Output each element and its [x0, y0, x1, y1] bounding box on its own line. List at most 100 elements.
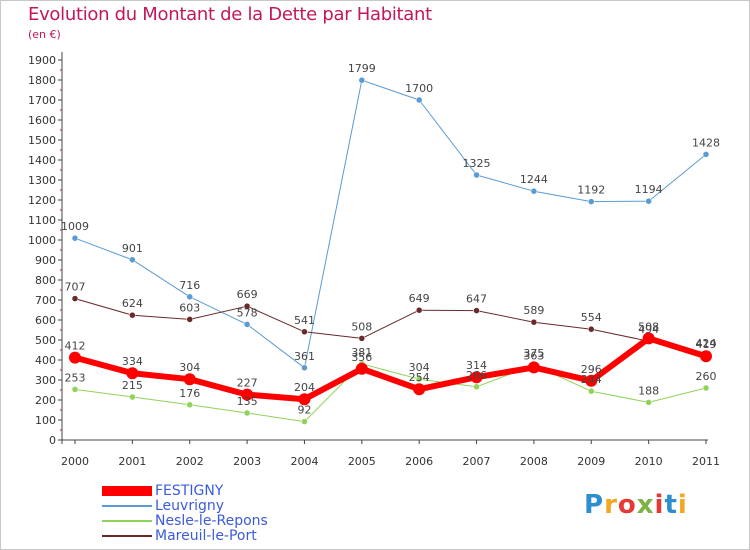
x-tick-label: 2011	[692, 455, 720, 468]
data-point-festigny	[527, 361, 540, 374]
data-point-mareuil-le-port	[186, 316, 193, 323]
data-label-mareuil-le-port: 649	[409, 292, 430, 305]
data-point-festigny	[241, 388, 254, 401]
data-label-leuvrigny: 901	[122, 242, 143, 255]
data-point-mareuil-le-port	[473, 307, 480, 314]
x-tick-label: 2005	[348, 455, 376, 468]
logo-letter: t	[664, 490, 678, 520]
data-point-leuvrigny	[243, 321, 251, 328]
data-label-nesle-le-repons: 253	[65, 371, 86, 384]
data-label-leuvrigny: 361	[294, 350, 315, 363]
data-point-leuvrigny	[530, 187, 538, 195]
x-tick-label: 2000	[61, 455, 89, 468]
y-tick-label: 0	[49, 434, 56, 447]
proxiti-logo: Proxiti	[584, 490, 688, 520]
data-label-festigny: 314	[466, 359, 487, 372]
data-label-mareuil-le-port: 589	[523, 304, 544, 317]
data-point-nesle-le-repons	[243, 409, 251, 417]
data-label-mareuil-le-port: 707	[65, 281, 86, 294]
data-label-mareuil-le-port: 624	[122, 297, 143, 310]
legend-swatch	[102, 505, 152, 507]
data-label-festigny: 508	[638, 320, 659, 333]
data-point-mareuil-le-port	[415, 306, 423, 314]
logo-letter: i	[654, 490, 665, 520]
data-label-mareuil-le-port: 554	[581, 311, 602, 324]
data-point-leuvrigny	[702, 151, 710, 158]
data-label-mareuil-le-port: 508	[351, 320, 372, 333]
data-point-festigny	[126, 367, 139, 380]
y-tick-label: 1900	[28, 54, 56, 67]
data-point-mareuil-le-port	[71, 295, 79, 302]
data-point-leuvrigny	[71, 234, 79, 242]
data-point-festigny	[642, 332, 655, 345]
data-point-leuvrigny	[358, 76, 366, 84]
data-point-leuvrigny	[473, 171, 480, 179]
data-label-festigny: 227	[237, 377, 258, 390]
series-line-nesle-le-repons	[74, 363, 707, 423]
data-point-festigny	[700, 350, 712, 363]
y-tick-label: 1500	[28, 134, 56, 147]
legend-label: Nesle-le-Repons	[155, 513, 268, 529]
logo-letter: r	[604, 490, 618, 520]
y-tick-label: 200	[35, 394, 56, 407]
data-point-festigny	[585, 374, 598, 387]
y-tick-label: 800	[35, 274, 56, 287]
logo-letter: i	[677, 490, 688, 520]
data-label-festigny: 363	[523, 349, 544, 362]
x-tick-label: 2008	[520, 455, 548, 468]
data-label-nesle-le-repons: 304	[409, 361, 430, 374]
data-point-mareuil-le-port	[530, 318, 538, 326]
data-point-leuvrigny	[301, 364, 308, 372]
data-label-festigny: 304	[179, 361, 200, 374]
series-line-mareuil-le-port	[74, 298, 707, 356]
legend-swatch	[102, 535, 152, 537]
data-point-nesle-le-repons	[645, 399, 652, 406]
data-point-leuvrigny	[645, 197, 652, 205]
data-point-festigny	[355, 362, 368, 375]
data-label-mareuil-le-port: 424	[696, 337, 717, 350]
chart-title: Evolution du Montant de la Dette par Hab…	[28, 4, 432, 25]
data-label-nesle-le-repons: 215	[122, 379, 143, 392]
y-tick-label: 500	[35, 334, 56, 347]
data-point-mareuil-le-port	[358, 335, 366, 342]
data-label-festigny: 356	[351, 351, 372, 364]
data-label-nesle-le-repons: 375	[523, 347, 544, 360]
series-line-festigny	[74, 335, 707, 403]
legend-label: FESTIGNY	[155, 483, 224, 499]
x-tick-label: 2009	[577, 455, 605, 468]
data-label-leuvrigny: 1700	[405, 82, 433, 95]
data-label-leuvrigny: 1325	[463, 157, 491, 170]
x-tick-label: 2006	[405, 455, 433, 468]
y-tick-label: 1700	[28, 94, 56, 107]
data-point-nesle-le-repons	[186, 401, 193, 409]
data-label-mareuil-le-port: 647	[466, 293, 487, 306]
data-label-nesle-le-repons: 266	[466, 369, 487, 382]
y-tick-label: 1100	[28, 214, 56, 227]
data-point-festigny	[69, 351, 81, 364]
data-point-nesle-le-repons	[301, 418, 308, 425]
data-point-nesle-le-repons	[415, 375, 423, 383]
data-label-nesle-le-repons: 244	[581, 373, 602, 386]
y-tick-label: 1200	[28, 194, 56, 207]
data-point-mareuil-le-port	[243, 302, 251, 310]
data-label-festigny: 334	[122, 355, 143, 368]
data-label-nesle-le-repons: 381	[351, 346, 372, 359]
series-line-leuvrigny	[74, 79, 707, 369]
chart-subtitle: (en €)	[28, 28, 61, 41]
data-label-leuvrigny: 716	[179, 279, 200, 292]
data-label-festigny: 296	[581, 363, 602, 376]
y-tick-label: 1000	[28, 234, 56, 247]
data-point-nesle-le-repons	[129, 393, 136, 401]
legend-label: Leuvrigny	[155, 498, 225, 514]
x-tick-label: 2003	[233, 455, 261, 468]
data-point-nesle-le-repons	[71, 386, 79, 393]
data-label-leuvrigny: 1799	[348, 62, 376, 75]
y-tick-label: 700	[35, 294, 56, 307]
data-point-leuvrigny	[186, 293, 193, 301]
data-label-nesle-le-repons: 92	[297, 404, 311, 417]
y-tick-label: 1400	[28, 154, 56, 167]
data-point-mareuil-le-port	[588, 325, 595, 333]
data-point-festigny	[183, 373, 196, 386]
data-label-leuvrigny: 1428	[692, 136, 720, 149]
